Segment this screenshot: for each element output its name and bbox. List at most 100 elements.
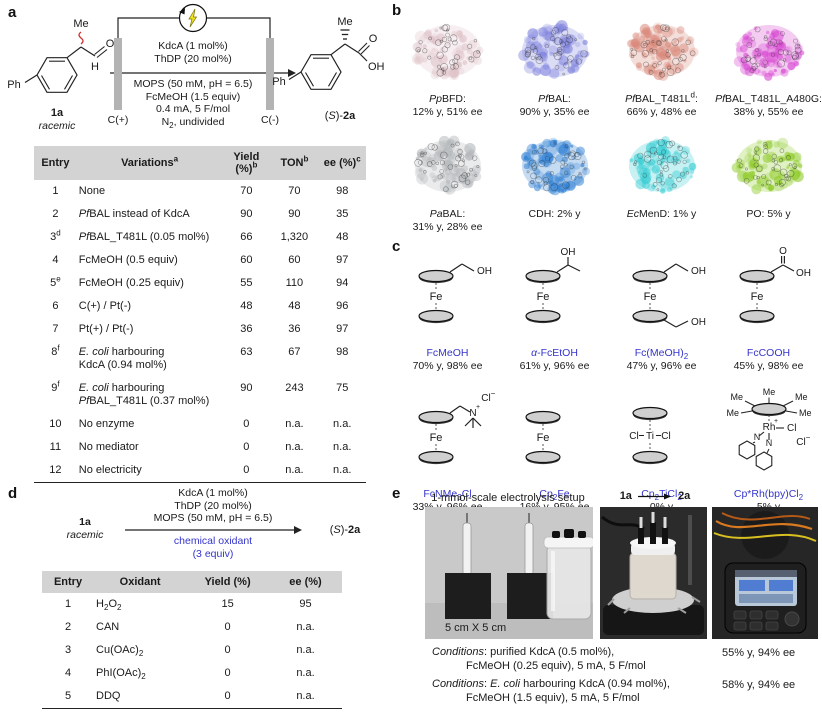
protein-structure-image xyxy=(628,136,696,194)
table-cell: n.a. xyxy=(333,418,352,430)
mediator-structure-image: Me Me Me Me Me Rh+ Cl NN Cl − xyxy=(726,387,811,471)
protein-item: PfBAL: 90% y, 35% ee xyxy=(501,14,608,119)
table-cell: n.a. xyxy=(333,441,352,453)
lightning-bolt-icon xyxy=(188,8,198,28)
protein-stat: 90% y, 35% ee xyxy=(519,106,590,118)
table-row: 1 None 70 70 98 xyxy=(34,180,366,203)
protein-structure-image xyxy=(413,135,481,195)
table-cell: FcMeOH (0.5 equiv) xyxy=(78,254,178,266)
substrate-racemic: racemic xyxy=(66,529,104,541)
svg-text:Fe: Fe xyxy=(643,291,656,303)
conditions-above: KdcA (1 mol%) ThDP (20 mol%) MOPS (50 mM… xyxy=(128,487,298,525)
table-cell: PfBAL instead of KdcA xyxy=(78,208,190,220)
table-cell: 1,320 xyxy=(280,231,309,243)
table-cell: n.a. xyxy=(285,464,304,476)
svg-text:Me: Me xyxy=(762,387,775,397)
table-cell: CAN xyxy=(96,621,120,633)
cycle-arrowhead-left xyxy=(179,8,185,15)
svg-text:N: N xyxy=(469,408,476,419)
table-row: 2 CAN 0 n.a. xyxy=(42,616,342,639)
panel-d: d 1a racemic KdcA (1 mol%) ThDP (20 mol%… xyxy=(0,483,390,720)
scaleup-result: 55% y, 94% ee xyxy=(722,647,796,659)
table-row: 9f E. coli harbouring PfBAL_T481L (0.37 mo… xyxy=(34,377,366,413)
svg-text:Rh: Rh xyxy=(762,422,775,433)
table-cell: 5 xyxy=(64,690,72,702)
flow-arrow-icon xyxy=(638,493,671,500)
table-cell: 10 xyxy=(49,418,62,430)
svg-text:Cl: Cl xyxy=(481,393,490,404)
mediator-stat: 47% y, 96% ee xyxy=(626,360,697,372)
table-cell: DDQ xyxy=(96,690,121,702)
svg-text:OH: OH xyxy=(560,247,575,258)
condition-line: ThDP (20 mol%) xyxy=(174,499,252,512)
mediator-name: Cp*Rh(bpy)Cl2 xyxy=(733,488,804,503)
mediator-structure-image: Fe N+Cl − xyxy=(417,389,495,465)
svg-text:Cl: Cl xyxy=(787,423,796,434)
table-cell: 70 xyxy=(240,185,253,197)
table-cell: E. coli harbouring PfBAL_T481L (0.37 mol%… xyxy=(78,382,210,407)
o-label: O xyxy=(106,38,115,50)
header-row: Entry Oxidant Yield (%) ee (%) xyxy=(42,571,342,593)
oxidant-table: Entry Oxidant Yield (%) ee (%) 1 H2O2 15 95 2 CA… xyxy=(42,571,342,709)
condition-line: FcMeOH (1.5 equiv) xyxy=(145,90,241,103)
mediator-name: Cp2Fe xyxy=(539,488,570,503)
protein-item: PfBAL_T481L_A480G: 38% y, 55% ee xyxy=(715,14,822,119)
table-cell: 35 xyxy=(336,208,349,220)
conditions-above: KdcA (1 mol%) ThDP (20 mol%) xyxy=(120,40,266,65)
protein-item: CDH: 2% y xyxy=(501,129,608,234)
substrate-id: 1a racemic xyxy=(50,516,120,542)
svg-text:Cl: Cl xyxy=(629,431,638,442)
condition-line: KdcA (1 mol%) xyxy=(178,487,248,499)
table-cell: 48 xyxy=(336,231,349,243)
product-id: (S)-2a xyxy=(329,524,361,536)
protein-stat: 38% y, 55% ee xyxy=(733,106,804,118)
protein-name: PO: 5% y xyxy=(746,208,791,220)
column-header: Yield (%) xyxy=(186,571,269,593)
column-header: Oxidant xyxy=(94,571,187,593)
table-cell: 1 xyxy=(64,598,72,610)
svg-text:Me: Me xyxy=(726,408,739,418)
electrode-left-label: C(+) xyxy=(108,114,129,126)
mediator-name: Cp2TiCl2 xyxy=(641,488,682,503)
table-cell: 36 xyxy=(288,323,301,335)
table-row: 5 DDQ 0 n.a. xyxy=(42,685,342,709)
column-header: ee (%)c xyxy=(318,146,366,180)
table-cell: 98 xyxy=(336,346,349,358)
svg-text:N: N xyxy=(753,432,760,442)
table-cell: 63 xyxy=(240,346,253,358)
svg-text:Fe: Fe xyxy=(750,291,763,303)
panel-a-label: a xyxy=(8,4,17,21)
table-cell: 90 xyxy=(240,382,253,394)
protein-stat: 31% y, 28% ee xyxy=(412,221,483,233)
svg-text:O: O xyxy=(779,246,787,257)
conditions-text: Conditions: E. coli harbouring KdcA (0.9… xyxy=(432,678,670,704)
table-cell: 7 xyxy=(52,323,59,335)
panel-c: c Fe OH FcMeOH 70% y, 98% ee Fe OH α-FcEtOH 61%… xyxy=(392,232,822,513)
panel-e: e 1-mmol-scale electrolysis setup 1a 2a xyxy=(392,483,822,720)
svg-text:Me: Me xyxy=(795,392,808,402)
photo-electrolysis-cell xyxy=(600,507,707,639)
table-row: 6 C(+) / Pt(-) 48 48 96 xyxy=(34,295,366,318)
table-row: 4 PhI(OAc)2 0 n.a. xyxy=(42,662,342,685)
mediator-stat: 70% y, 98% ee xyxy=(412,360,483,372)
me-label: Me xyxy=(73,18,88,30)
svg-text:−: − xyxy=(490,389,495,398)
mediator-name: Fc(MeOH)2 xyxy=(634,347,689,362)
table-cell: 96 xyxy=(336,300,349,312)
table-cell: 95 xyxy=(299,598,312,610)
column-header: Yield (%)b xyxy=(222,146,271,180)
table-cell: 75 xyxy=(336,382,349,394)
table-cell: No mediator xyxy=(78,441,139,453)
protein-item: PfBAL_T481Ld: 66% y, 48% ee xyxy=(608,14,715,119)
column-header: ee (%) xyxy=(268,571,342,593)
svg-text:+: + xyxy=(773,418,777,425)
table-cell: 3d xyxy=(50,228,61,243)
table-cell: 0 xyxy=(224,644,231,656)
scaleup-result: 58% y, 94% ee xyxy=(722,679,796,691)
table-cell: PhI(OAc)2 xyxy=(96,667,146,682)
table-cell: 66 xyxy=(240,231,253,243)
svg-text:OH: OH xyxy=(477,266,492,277)
mediator-structure-image: Fe OH xyxy=(524,247,580,324)
